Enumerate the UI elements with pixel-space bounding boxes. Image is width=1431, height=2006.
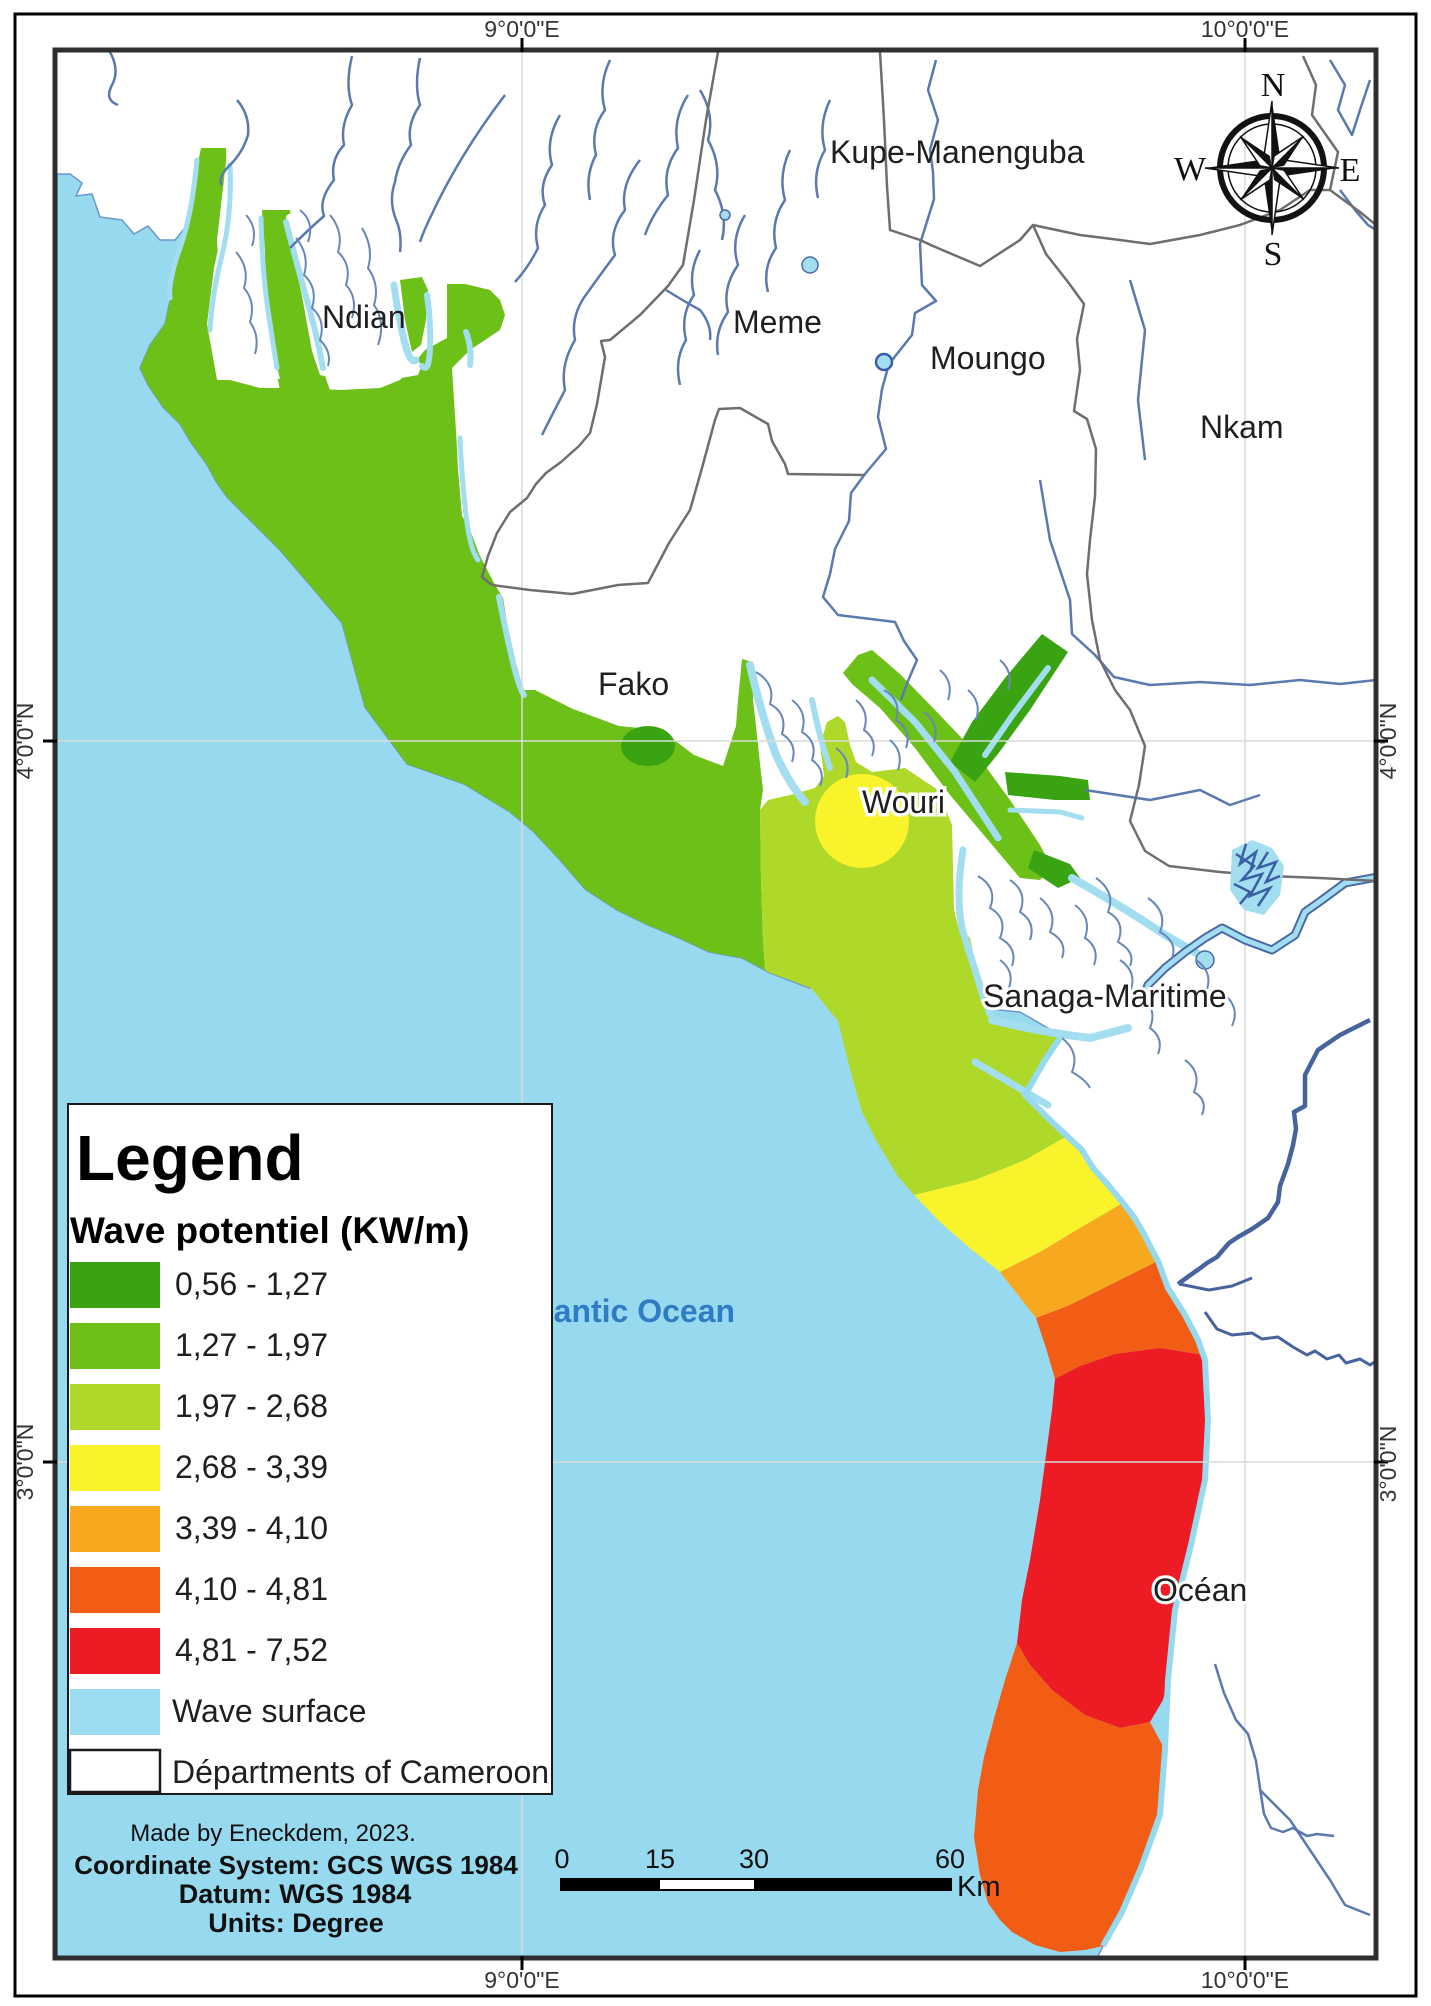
svg-text:Fako: Fako — [598, 666, 669, 702]
svg-text:2,68 - 3,39: 2,68 - 3,39 — [175, 1449, 328, 1485]
svg-text:3°0'0"N: 3°0'0"N — [1375, 1426, 1401, 1503]
svg-text:4°0'0"N: 4°0'0"N — [1375, 703, 1401, 780]
svg-text:0,56 - 1,27: 0,56 - 1,27 — [175, 1266, 328, 1302]
svg-text:Océan: Océan — [1153, 1572, 1247, 1608]
svg-text:Meme: Meme — [733, 304, 822, 340]
svg-text:Units: Degree: Units: Degree — [208, 1908, 384, 1938]
svg-text:1,27 - 1,97: 1,27 - 1,97 — [175, 1327, 328, 1363]
svg-text:Km: Km — [957, 1871, 1001, 1903]
svg-text:W: W — [1174, 151, 1207, 188]
svg-text:Datum: WGS 1984: Datum: WGS 1984 — [179, 1879, 412, 1909]
svg-text:4,81 - 7,52: 4,81 - 7,52 — [175, 1632, 328, 1668]
svg-text:Made by Eneckdem, 2023.: Made by Eneckdem, 2023. — [130, 1820, 416, 1847]
svg-text:Coordinate System: GCS WGS 198: Coordinate System: GCS WGS 1984 — [74, 1850, 518, 1880]
svg-text:10°0'0"E: 10°0'0"E — [1201, 16, 1289, 42]
svg-text:Sanaga-Maritime: Sanaga-Maritime — [983, 978, 1227, 1014]
svg-text:Legend: Legend — [76, 1122, 304, 1194]
svg-text:Wave potentiel (KW/m): Wave potentiel (KW/m) — [70, 1210, 469, 1251]
svg-text:4,10 - 4,81: 4,10 - 4,81 — [175, 1571, 328, 1607]
svg-text:9°0'0"E: 9°0'0"E — [484, 1967, 559, 1993]
svg-text:15: 15 — [645, 1844, 675, 1874]
svg-text:Ndian: Ndian — [322, 299, 406, 335]
svg-text:Départments of Cameroon: Départments of Cameroon — [172, 1754, 549, 1790]
svg-text:60: 60 — [935, 1844, 965, 1874]
svg-text:Wave surface: Wave surface — [172, 1693, 366, 1729]
svg-text:Wouri: Wouri — [862, 784, 945, 820]
svg-text:S: S — [1264, 236, 1283, 273]
svg-text:N: N — [1261, 67, 1286, 104]
svg-text:Moungo: Moungo — [930, 340, 1046, 376]
svg-text:9°0'0"E: 9°0'0"E — [484, 16, 559, 42]
svg-text:Nkam: Nkam — [1200, 409, 1284, 445]
svg-text:10°0'0"E: 10°0'0"E — [1201, 1967, 1289, 1993]
svg-text:30: 30 — [739, 1844, 769, 1874]
svg-text:Kupe-Manenguba: Kupe-Manenguba — [830, 134, 1085, 170]
svg-text:1,97 - 2,68: 1,97 - 2,68 — [175, 1388, 328, 1424]
svg-text:3,39 - 4,10: 3,39 - 4,10 — [175, 1510, 328, 1546]
svg-text:E: E — [1340, 152, 1361, 189]
svg-text:0: 0 — [554, 1844, 569, 1874]
